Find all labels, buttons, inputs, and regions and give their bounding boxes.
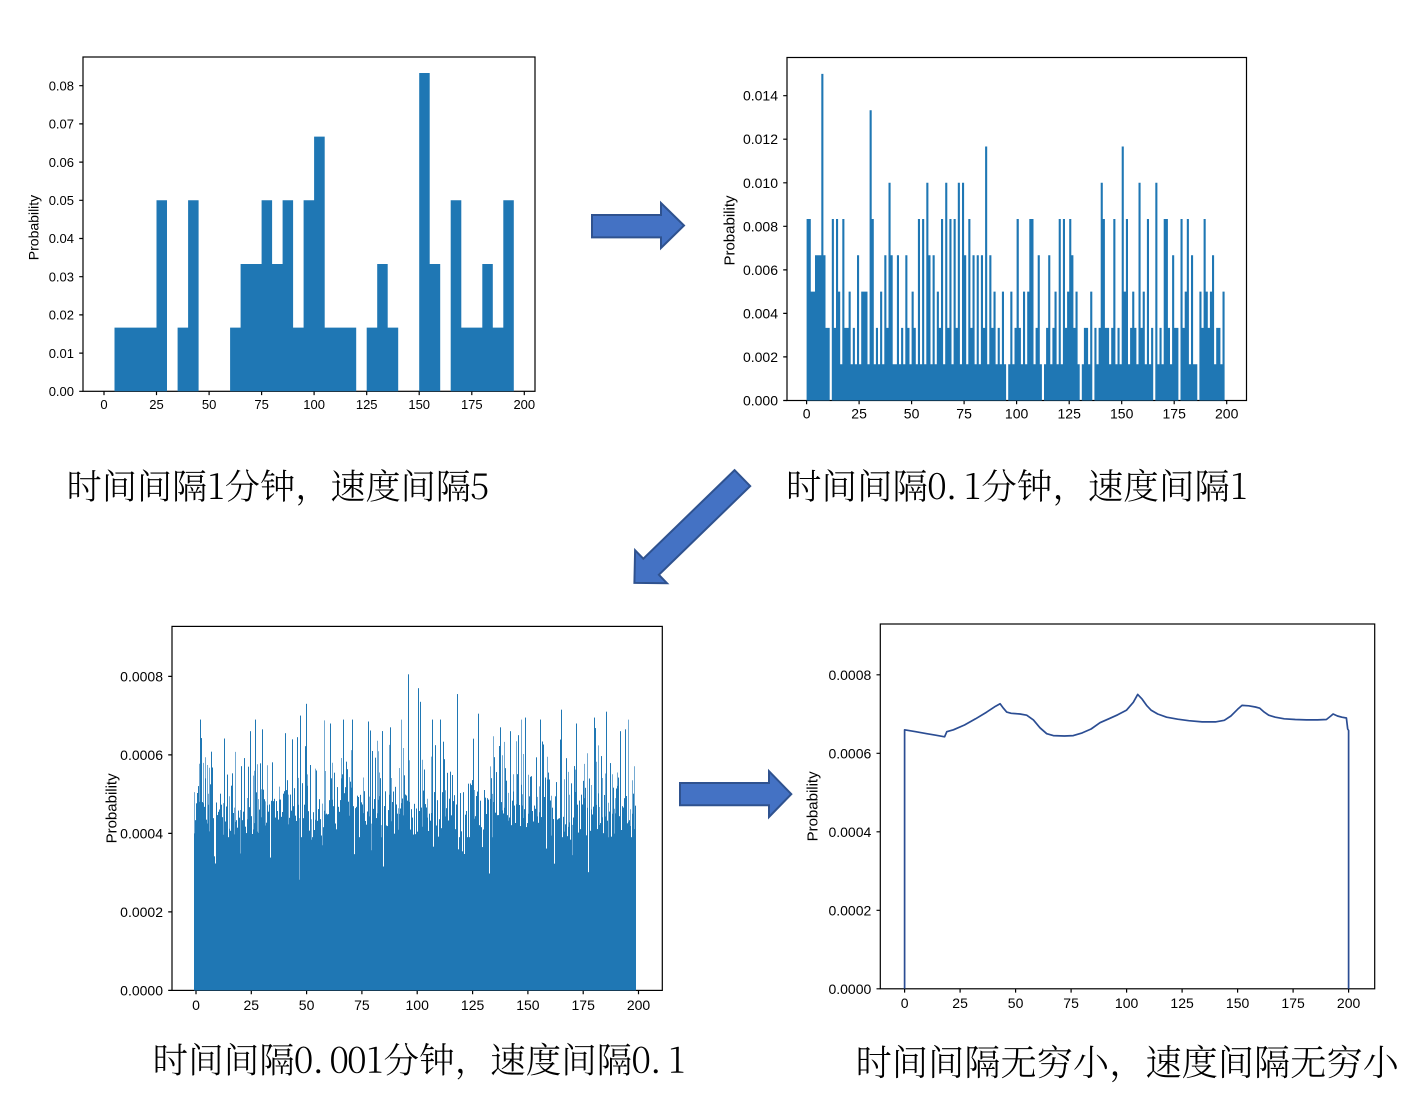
svg-text:0.006: 0.006 [743,262,778,278]
svg-text:Probability: Probability [805,771,822,842]
svg-text:Probability: Probability [26,195,42,260]
svg-text:0.010: 0.010 [743,175,778,191]
svg-text:0.07: 0.07 [49,117,74,132]
svg-text:100: 100 [406,997,430,1013]
svg-text:Probability: Probability [104,773,121,844]
svg-text:0.00: 0.00 [49,384,74,399]
svg-text:125: 125 [1170,995,1194,1011]
svg-text:0.004: 0.004 [743,305,778,321]
svg-text:0.0002: 0.0002 [120,904,163,920]
svg-text:0.0004: 0.0004 [828,824,871,840]
svg-text:0.03: 0.03 [49,269,74,284]
svg-text:0: 0 [100,397,107,412]
svg-text:0.01: 0.01 [49,346,74,361]
svg-text:200: 200 [1337,995,1361,1011]
svg-text:75: 75 [354,997,370,1013]
svg-text:175: 175 [461,397,483,412]
svg-text:125: 125 [461,997,485,1013]
svg-text:50: 50 [1008,995,1024,1011]
svg-text:0.002: 0.002 [743,349,778,365]
svg-text:0.06: 0.06 [49,155,74,170]
svg-text:100: 100 [1005,406,1029,422]
svg-text:25: 25 [851,406,867,422]
svg-text:0.0008: 0.0008 [828,667,871,683]
svg-text:0.05: 0.05 [49,193,74,208]
svg-text:175: 175 [1281,995,1305,1011]
svg-text:25: 25 [952,995,968,1011]
svg-text:75: 75 [956,406,972,422]
svg-text:0.02: 0.02 [49,308,74,323]
svg-text:175: 175 [1163,406,1187,422]
svg-text:125: 125 [1058,406,1082,422]
svg-text:0.0000: 0.0000 [828,981,871,997]
svg-text:150: 150 [408,397,430,412]
svg-text:25: 25 [149,397,163,412]
svg-text:50: 50 [904,406,920,422]
svg-text:150: 150 [1110,406,1134,422]
svg-text:100: 100 [303,397,325,412]
svg-text:0.0002: 0.0002 [828,902,871,918]
svg-text:100: 100 [1115,995,1139,1011]
svg-text:0: 0 [901,995,909,1011]
svg-text:75: 75 [1063,995,1079,1011]
svg-text:0.0006: 0.0006 [828,745,871,761]
svg-text:0.008: 0.008 [743,218,778,234]
svg-text:200: 200 [627,997,651,1013]
svg-text:Probability: Probability [722,195,739,266]
svg-text:50: 50 [299,997,315,1013]
svg-text:0.000: 0.000 [743,393,778,409]
svg-text:0: 0 [192,997,200,1013]
svg-text:50: 50 [202,397,216,412]
svg-text:200: 200 [1215,406,1239,422]
svg-text:25: 25 [244,997,260,1013]
svg-text:125: 125 [356,397,378,412]
svg-text:0.0004: 0.0004 [120,825,163,841]
svg-text:150: 150 [516,997,540,1013]
svg-text:150: 150 [1226,995,1250,1011]
svg-text:0: 0 [803,406,811,422]
svg-text:0.0008: 0.0008 [120,668,163,684]
svg-text:0.0006: 0.0006 [120,747,163,763]
svg-text:175: 175 [572,997,596,1013]
svg-text:0.012: 0.012 [743,131,778,147]
svg-text:0.014: 0.014 [743,88,778,104]
svg-text:0.0000: 0.0000 [120,982,163,998]
svg-text:200: 200 [513,397,535,412]
svg-text:0.08: 0.08 [49,78,74,93]
svg-text:0.04: 0.04 [49,231,74,246]
svg-text:75: 75 [254,397,268,412]
